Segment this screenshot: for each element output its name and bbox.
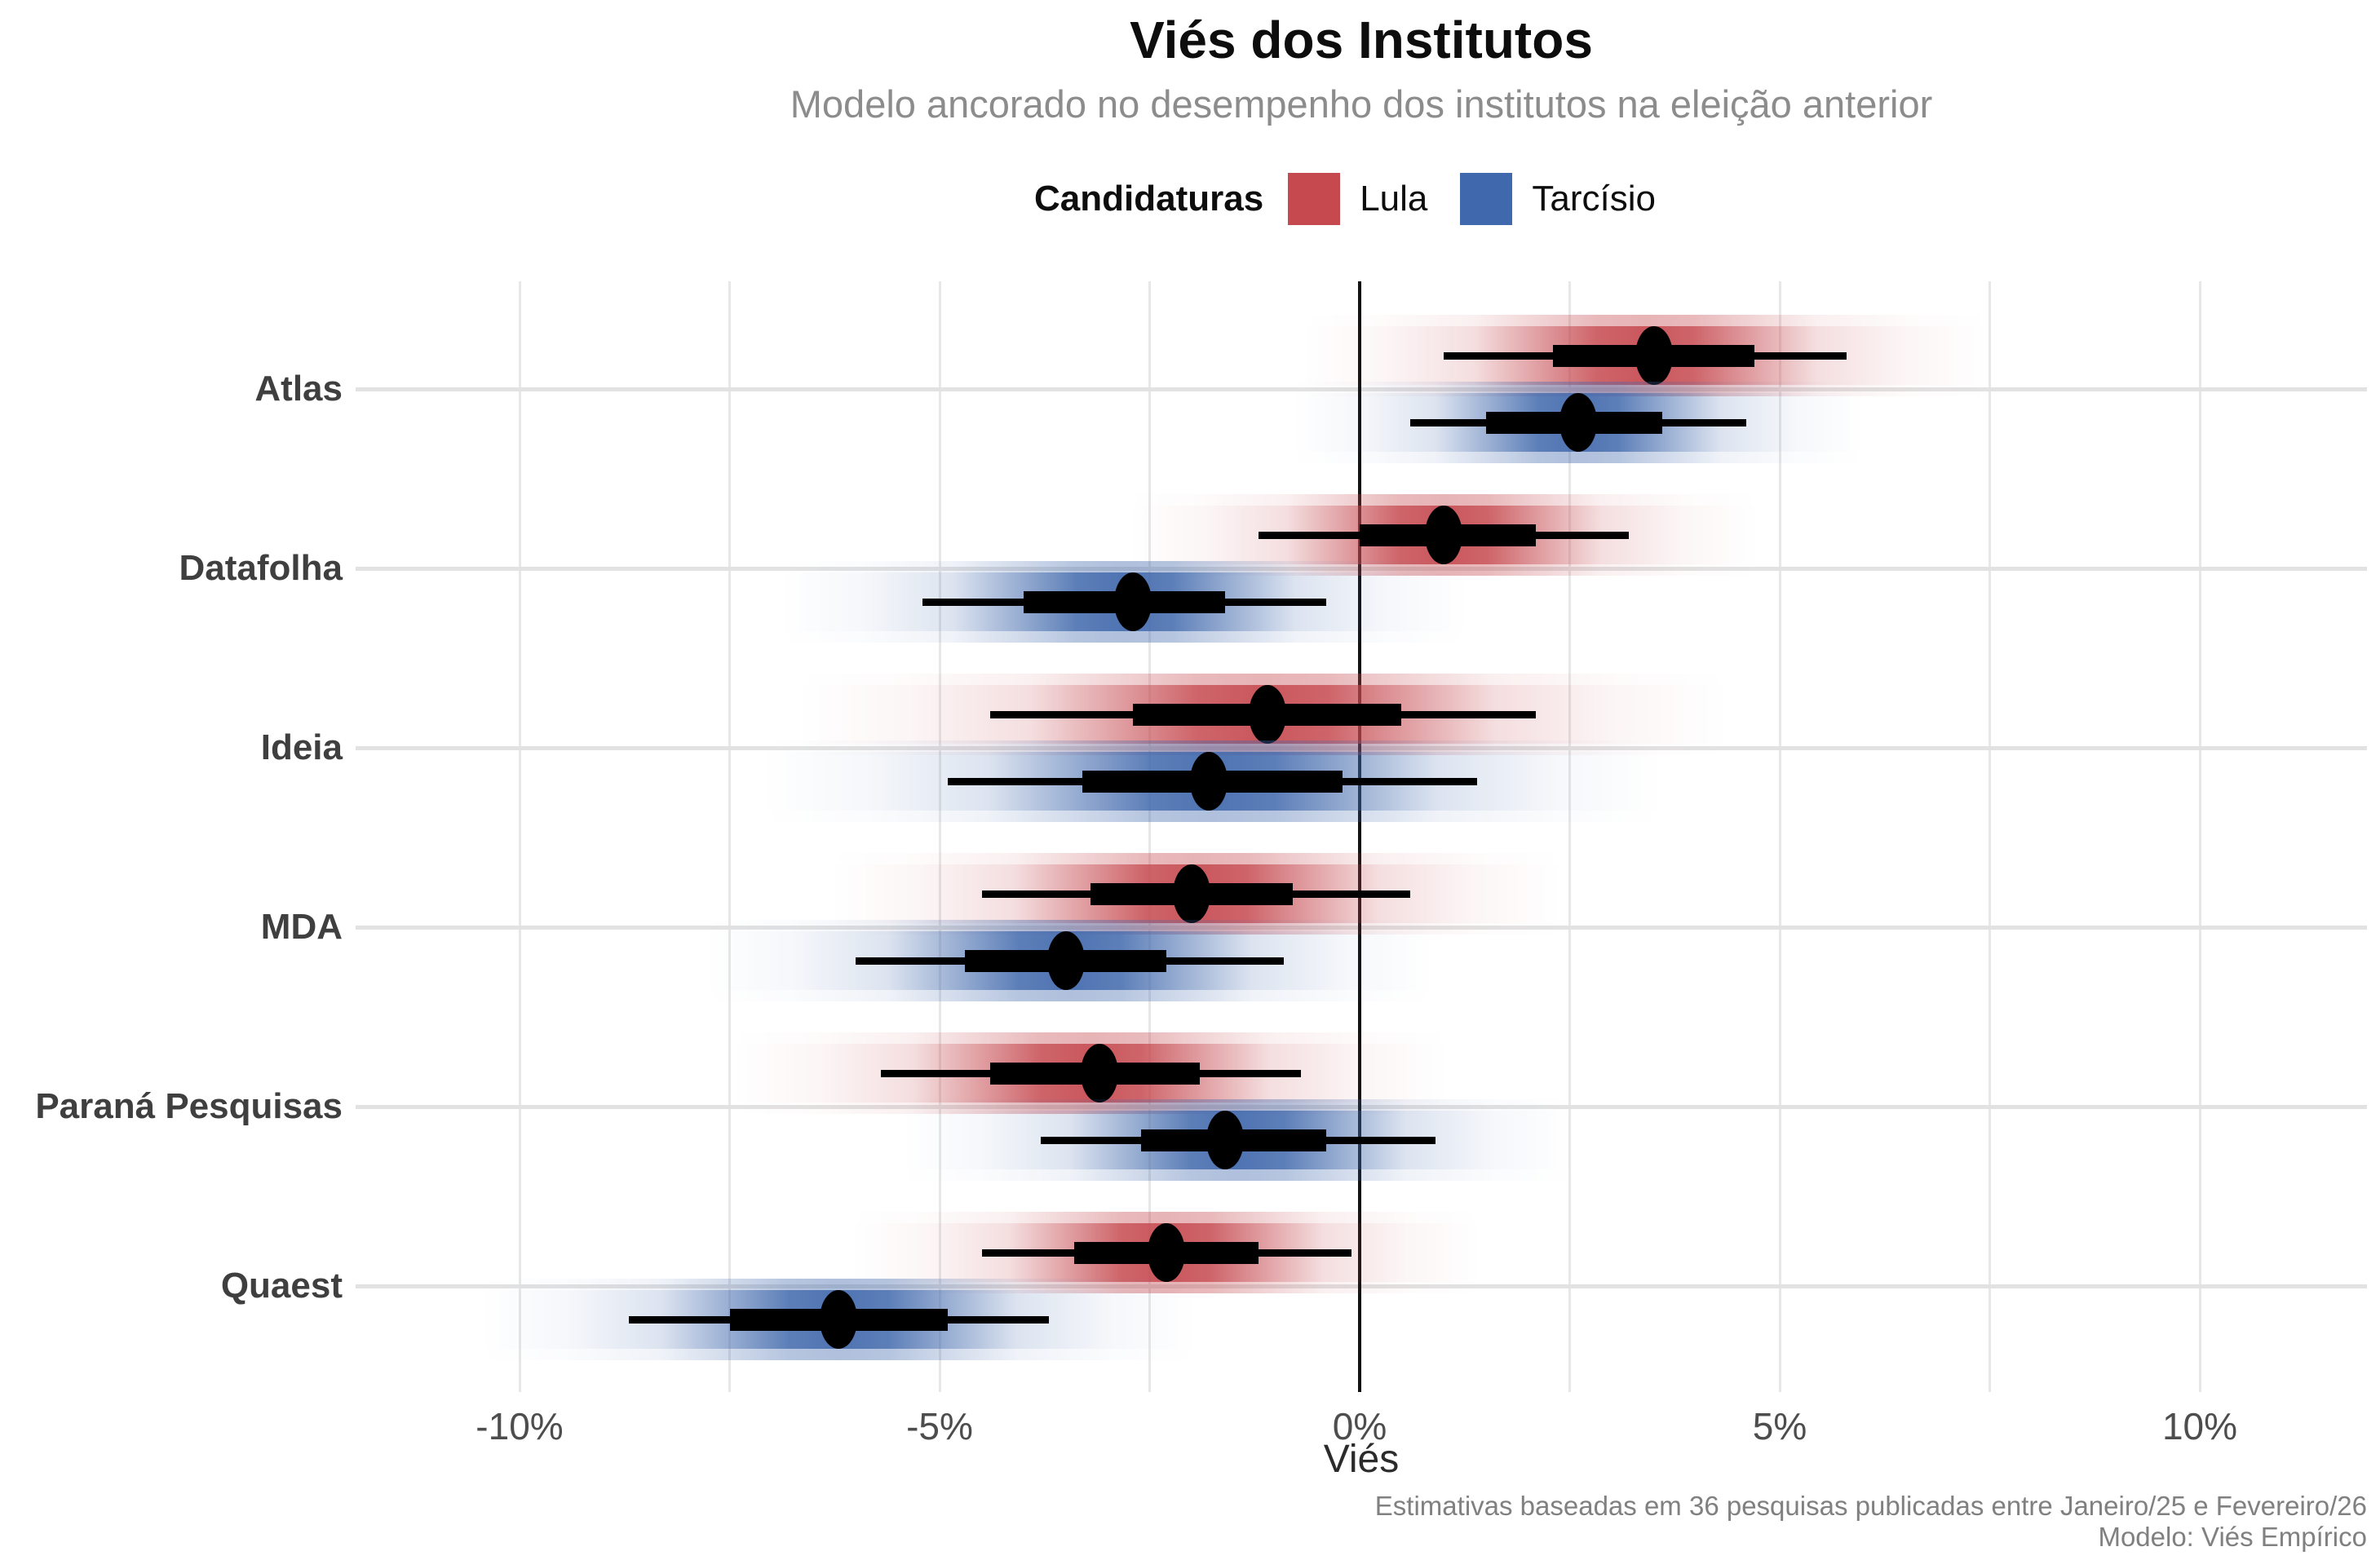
density-band-tarcisio: [481, 1349, 1197, 1360]
density-band-tarcisio: [902, 1169, 1574, 1181]
x-tick-label: -10%: [476, 1405, 564, 1447]
category-gridline: [356, 925, 2367, 930]
density-band-tarcisio: [706, 920, 1435, 931]
category-label: Paraná Pesquisas: [35, 1086, 343, 1126]
legend-label-lula: Lula: [1360, 179, 1428, 219]
density-band-lula: [1129, 494, 1758, 506]
density-band-lula: [733, 1032, 1449, 1044]
category-label: Quaest: [220, 1266, 343, 1306]
category-gridline: [356, 1104, 2367, 1109]
x-axis-title: Viés: [1323, 1438, 1400, 1481]
category-gridline: [356, 1284, 2367, 1288]
category-label: Ideia: [260, 727, 343, 767]
density-band-tarcisio: [706, 990, 1435, 1001]
legend-label-tarcisio: Tarcísio: [1532, 179, 1656, 219]
category-label: Atlas: [254, 369, 343, 409]
x-tick-label: -5%: [906, 1405, 973, 1447]
legend-title: Candidaturas: [1034, 179, 1264, 219]
point-estimate: [1173, 864, 1210, 923]
caption-line-2: Modelo: Viés Empírico: [2098, 1522, 2367, 1552]
density-band-tarcisio: [902, 1099, 1574, 1111]
category-gridline: [356, 745, 2367, 750]
x-gridline-major: [1778, 281, 1781, 1392]
zero-reference-line: [1358, 281, 1361, 1392]
density-band-tarcisio: [781, 561, 1467, 572]
x-gridline-minor: [728, 281, 731, 1392]
point-estimate: [1206, 1111, 1245, 1169]
x-gridline-major: [2198, 281, 2201, 1392]
caption-line-1: Estimativas baseadas em 36 pesquisas pub…: [1374, 1491, 2367, 1521]
density-band-lula: [1302, 315, 1988, 326]
density-band-tarcisio: [781, 631, 1467, 643]
x-gridline-major: [938, 281, 941, 1392]
point-estimate: [820, 1290, 858, 1349]
category-label: Datafolha: [179, 548, 343, 588]
density-band-tarcisio: [1292, 382, 1864, 393]
x-tick-label: 5%: [1752, 1405, 1807, 1447]
point-estimate: [1248, 685, 1286, 744]
x-gridline-minor: [1988, 281, 1991, 1392]
x-gridline-minor: [1148, 281, 1151, 1392]
legend: Candidaturas Lula Tarcísio: [1034, 173, 1688, 225]
density-band-tarcisio: [763, 811, 1663, 822]
point-estimate: [1080, 1044, 1118, 1103]
x-gridline-minor: [1568, 281, 1571, 1392]
x-tick-label: 10%: [2161, 1405, 2238, 1447]
point-estimate: [1046, 931, 1085, 990]
density-band-tarcisio: [763, 740, 1663, 752]
point-estimate: [1113, 572, 1152, 631]
point-estimate: [1559, 393, 1597, 452]
category-label: MDA: [260, 907, 343, 947]
chart-title: Viés dos Institutos: [1130, 11, 1593, 69]
density-band-lula: [798, 674, 1727, 685]
category-gridline: [356, 387, 2367, 391]
density-band-tarcisio: [481, 1279, 1197, 1290]
point-estimate: [1148, 1223, 1186, 1282]
point-estimate: [1425, 506, 1462, 564]
x-gridline-major: [518, 281, 521, 1392]
point-estimate: [1635, 326, 1673, 385]
category-gridline: [356, 566, 2367, 571]
point-estimate: [1189, 752, 1228, 811]
density-band-lula: [852, 1212, 1481, 1223]
chart-subtitle: Modelo ancorado no desempenho dos instit…: [790, 82, 1933, 126]
density-band-lula: [831, 853, 1560, 864]
x-tick-label: 0%: [1332, 1405, 1387, 1447]
legend-swatch-lula: [1288, 173, 1341, 225]
legend-swatch-tarcisio: [1460, 173, 1513, 225]
density-band-tarcisio: [1292, 452, 1864, 463]
